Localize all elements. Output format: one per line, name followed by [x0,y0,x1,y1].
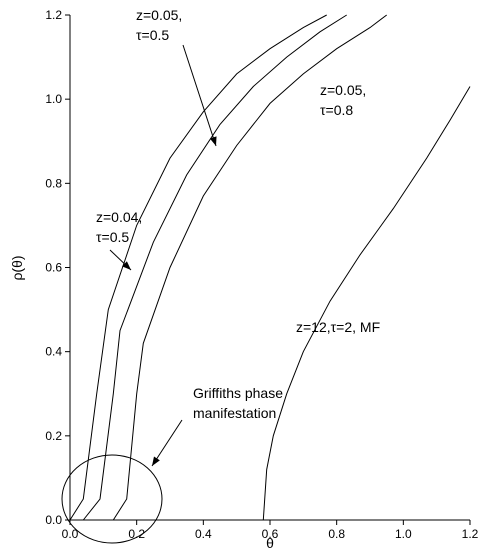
annotation-line: z=0.05, [136,7,182,23]
arrow-z005t05-head [209,136,217,146]
y-tick-label: 0.0 [45,513,62,527]
annotation-line: z=0.04, [96,209,142,225]
series-line-4 [262,86,471,521]
x-axis-label: θ [266,535,274,550]
x-tick-label: 0.4 [195,527,212,541]
y-axis-label: ρ(θ) [9,255,25,280]
arrow-z005t05 [182,44,217,147]
x-tick-label: 0.8 [328,527,345,541]
series-line-3 [112,14,388,521]
annotation-z004t05: z=0.04, τ=0.5 [96,209,142,245]
arrow-griffiths-head [152,456,160,466]
y-tick-label: 0.8 [45,176,62,190]
annotation-line: manifestation [193,405,276,421]
x-tick-label: 1.0 [395,527,412,541]
annotation-line: z=0.05, [320,82,366,98]
y-tick-label: 0.4 [45,345,62,359]
annotation-line: τ=0.8 [320,102,353,118]
series-line-2 [82,14,347,521]
x-tick-label: 0.2 [128,527,145,541]
annotation-line: z=12,τ=2, MF [296,319,380,335]
annotation-line: τ=0.5 [136,27,169,43]
annotation-z005t05: z=0.05, τ=0.5 [136,7,182,43]
griffiths-ellipse [61,454,163,544]
y-tick-label: 0.6 [45,261,62,275]
arrow-griffiths [151,419,183,467]
x-tick-label: 0.6 [262,527,279,541]
annotation-line: τ=0.5 [96,229,129,245]
arrow-z004t05-head [122,261,131,270]
annotation-line: Griffiths phase [193,385,283,401]
y-tick-label: 1.0 [45,92,62,106]
x-tick-label: 1.2 [462,527,479,541]
y-tick-label: 1.2 [45,8,62,22]
series-line-1 [69,14,327,521]
annotation-griffiths: Griffiths phase manifestation [193,385,283,421]
x-tick-label: 0.0 [62,527,79,541]
annotation-z005t08: z=0.05, τ=0.8 [320,82,366,118]
y-tick-label: 0.2 [45,429,62,443]
annotation-mf: z=12,τ=2, MF [296,319,380,335]
